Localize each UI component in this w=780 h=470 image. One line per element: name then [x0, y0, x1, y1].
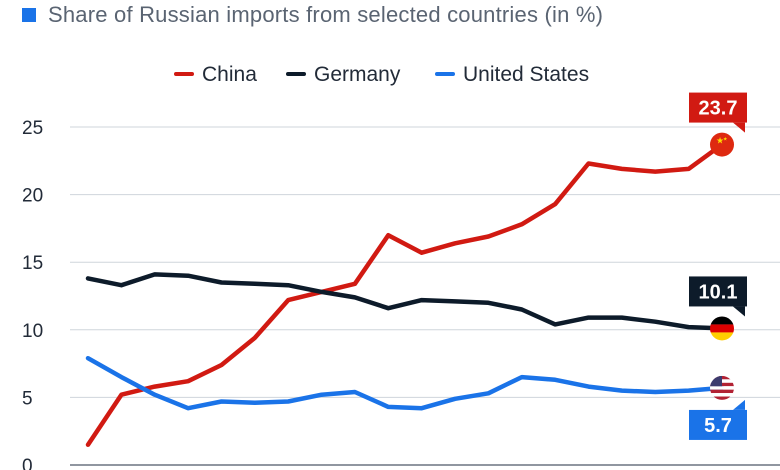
germany-flag-icon: [710, 316, 734, 341]
callout-pointer: [733, 306, 745, 317]
callout-pointer: [733, 122, 745, 133]
value-label: 23.7: [699, 98, 738, 120]
china-flag-icon: [710, 132, 734, 157]
title-square-icon: [22, 8, 36, 22]
y-tick-label: 10: [22, 321, 43, 342]
value-callout: [689, 276, 747, 307]
value-callout: [689, 92, 747, 123]
chart-title: Share of Russian imports from selected c…: [48, 2, 604, 27]
flag-star: ★: [716, 137, 724, 147]
callout-pointer: [733, 399, 745, 410]
series-line: [85, 142, 725, 447]
series-line: [85, 355, 725, 411]
usa-flag-icon: [710, 375, 734, 400]
y-tick-label: 25: [22, 118, 43, 139]
value-callout: [689, 409, 747, 440]
series-line: [85, 272, 725, 331]
y-tick-label: 5: [22, 388, 33, 409]
y-tick-label: 20: [22, 186, 43, 207]
flag-star: ★: [723, 137, 728, 143]
value-label: 5.7: [704, 415, 732, 437]
y-tick-label: 15: [22, 253, 43, 274]
chart-title-row: Share of Russian imports from selected c…: [0, 0, 603, 30]
y-tick-label: 0: [22, 456, 33, 470]
legend-label: United States: [463, 63, 589, 86]
legend-label: China: [202, 63, 257, 86]
legend-label: Germany: [314, 63, 401, 86]
value-label: 10.1: [699, 281, 738, 303]
